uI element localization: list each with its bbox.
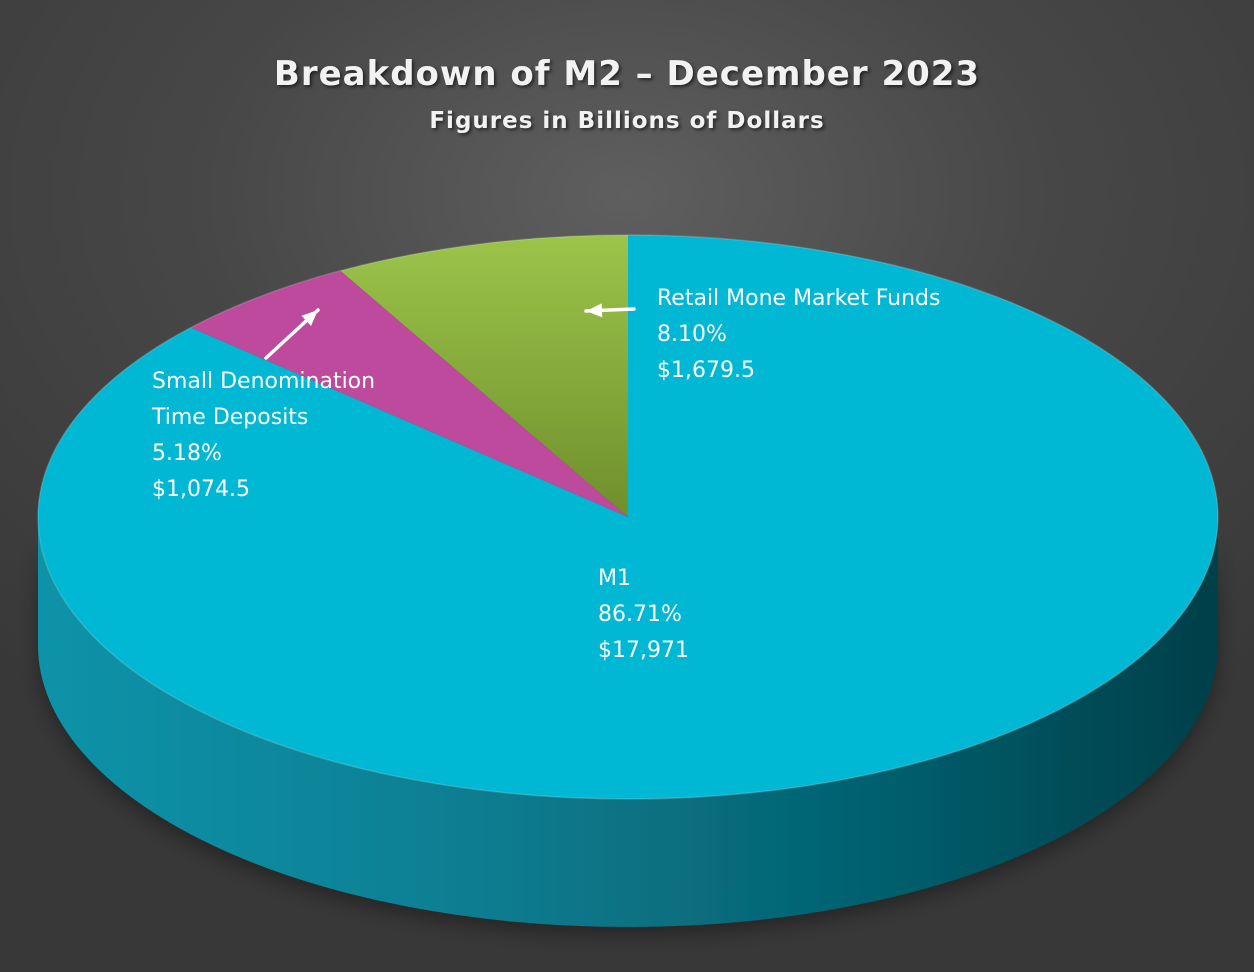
pie-slice-m1: [37, 235, 1219, 799]
slice-percent-text: 86.71%: [598, 602, 682, 627]
pie-slice-small-denomination-time-deposits: [190, 270, 628, 517]
arrow-small-denomination: [264, 308, 320, 360]
slice-percent-text: 8.10%: [657, 322, 727, 347]
pie-top-rim: [37, 234, 1219, 800]
arrow-retail-money-market: [584, 303, 636, 318]
slice-name-text: M1: [598, 566, 631, 591]
slice-name-text: Small Denomination: [152, 369, 375, 394]
pie-slice-retail-mone-market-funds: [340, 235, 628, 517]
pie-slices: [37, 234, 1219, 800]
chart-title: Breakdown of M2 – December 2023: [273, 54, 981, 94]
pie-arrows: [264, 303, 636, 360]
slice-label-small-denomination-time-deposits: Small Denomination Time Deposits 5.18% $1,0…: [151, 369, 375, 502]
slice-value-text: $17,971: [598, 638, 689, 663]
slice-value-text: $1,679.5: [657, 358, 755, 383]
slice-value-text: $1,074.5: [152, 477, 250, 502]
pie-side-wall: [38, 517, 1218, 927]
pie-labels: M1 86.71% $17,971 Small Denomination Time De…: [151, 286, 940, 663]
slice-label-m1: M1 86.71% $17,971: [598, 566, 689, 663]
chart-subtitle: Figures in Billions of Dollars: [429, 108, 825, 134]
slice-name-text: Time Deposits: [151, 405, 308, 430]
slice-label-retail-mone-market-funds: Retail Mone Market Funds 8.10% $1,679.5: [657, 286, 940, 383]
pie-side-surface: [38, 517, 1218, 927]
slice-name-text: Retail Mone Market Funds: [657, 286, 940, 311]
slice-percent-text: 5.18%: [152, 441, 222, 466]
